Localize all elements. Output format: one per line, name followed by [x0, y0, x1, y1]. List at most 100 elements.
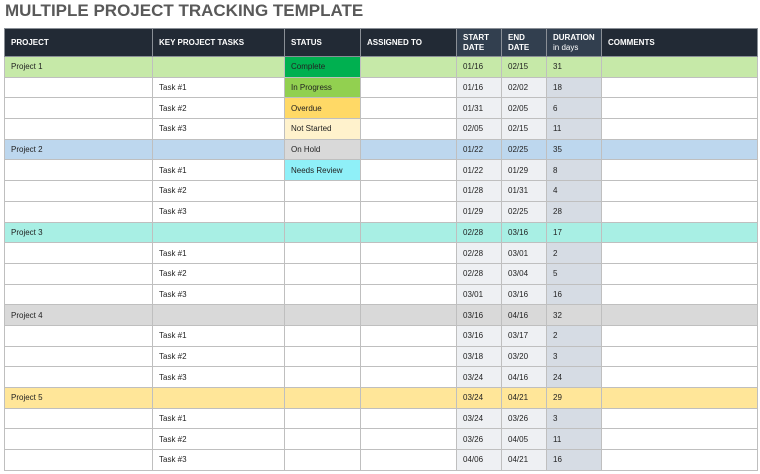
project-row: Project 2 On Hold 01/22 02/25 35	[4, 138, 758, 161]
cell: Task #3	[152, 366, 285, 388]
cell: Task #2	[152, 262, 285, 285]
task-row: Task #2 Overdue 01/31 02/05 6	[4, 97, 758, 120]
table-body: Project 1 Complete 01/16 02/15 31 Task #1 In P…	[4, 56, 758, 471]
cell: 02/15	[501, 56, 547, 78]
cell	[284, 387, 361, 409]
cell	[360, 97, 457, 120]
column-header: STATUS	[284, 28, 361, 57]
cell: 29	[546, 387, 602, 409]
cell: 02/25	[501, 138, 547, 161]
task-row: Task #2 03/26 04/05 11	[4, 428, 758, 451]
cell	[152, 304, 285, 326]
cell: 01/22	[456, 159, 502, 182]
cell: 8	[546, 159, 602, 182]
task-row: Task #1 Needs Review 01/22 01/29 8	[4, 159, 758, 182]
column-header: ASSIGNED TO	[360, 28, 457, 57]
cell: Needs Review	[284, 159, 361, 182]
cell	[601, 242, 758, 264]
cell	[152, 138, 285, 161]
cell: Project 5	[4, 387, 153, 409]
cell: Task #1	[152, 407, 285, 430]
cell	[360, 366, 457, 388]
cell: 02/15	[501, 118, 547, 140]
cell	[284, 180, 361, 202]
cell	[601, 200, 758, 223]
cell: 6	[546, 97, 602, 120]
task-row: Task #3 03/01 03/16 16	[4, 283, 758, 306]
task-row: Task #2 03/18 03/20 3	[4, 345, 758, 368]
tracking-table: PROJECT KEY PROJECT TASKS STATUS ASSIGNED T…	[4, 28, 758, 471]
cell: Task #2	[152, 180, 285, 202]
cell	[284, 262, 361, 285]
cell: Complete	[284, 56, 361, 78]
cell: 03/16	[501, 283, 547, 306]
cell: 24	[546, 366, 602, 388]
cell: 3	[546, 345, 602, 368]
cell: Task #1	[152, 159, 285, 182]
cell: 04/16	[501, 304, 547, 326]
cell: 03/04	[501, 262, 547, 285]
cell	[360, 242, 457, 264]
cell: 31	[546, 56, 602, 78]
cell	[601, 262, 758, 285]
cell: Project 2	[4, 138, 153, 161]
project-row: Project 1 Complete 01/16 02/15 31	[4, 56, 758, 78]
cell: 03/01	[501, 242, 547, 264]
cell	[284, 345, 361, 368]
cell	[284, 407, 361, 430]
cell	[601, 407, 758, 430]
cell	[360, 428, 457, 451]
cell: Not Started	[284, 118, 361, 140]
cell: Task #3	[152, 200, 285, 223]
column-header: DURATION in days	[546, 28, 602, 57]
cell: 02/02	[501, 76, 547, 99]
cell: Task #3	[152, 449, 285, 471]
task-row: Task #2 02/28 03/04 5	[4, 262, 758, 285]
cell: 04/06	[456, 449, 502, 471]
cell	[152, 387, 285, 409]
cell	[284, 304, 361, 326]
task-row: Task #3 Not Started 02/05 02/15 11	[4, 118, 758, 140]
cell: 28	[546, 200, 602, 223]
cell: Project 3	[4, 221, 153, 244]
cell: 11	[546, 118, 602, 140]
cell: 03/16	[456, 324, 502, 347]
task-row: Task #1 03/16 03/17 2	[4, 324, 758, 347]
cell	[4, 345, 153, 368]
cell	[4, 324, 153, 347]
cell	[601, 159, 758, 182]
header-label: STATUS	[291, 38, 322, 47]
cell	[360, 159, 457, 182]
cell	[601, 180, 758, 202]
cell: 01/16	[456, 56, 502, 78]
cell: 03/24	[456, 407, 502, 430]
cell: On Hold	[284, 138, 361, 161]
cell	[601, 387, 758, 409]
cell	[601, 138, 758, 161]
cell	[601, 449, 758, 471]
cell	[284, 200, 361, 223]
cell	[4, 159, 153, 182]
cell: 01/31	[501, 180, 547, 202]
cell: 03/24	[456, 387, 502, 409]
cell: 03/20	[501, 345, 547, 368]
cell: 03/01	[456, 283, 502, 306]
cell	[360, 345, 457, 368]
cell	[4, 76, 153, 99]
cell: In Progress	[284, 76, 361, 99]
cell: 02/05	[456, 118, 502, 140]
cell	[360, 200, 457, 223]
cell: 02/25	[501, 200, 547, 223]
cell: Overdue	[284, 97, 361, 120]
cell	[4, 366, 153, 388]
cell: Task #3	[152, 283, 285, 306]
column-header: KEY PROJECT TASKS	[152, 28, 285, 57]
cell	[4, 428, 153, 451]
cell: Project 4	[4, 304, 153, 326]
cell	[360, 324, 457, 347]
cell	[601, 324, 758, 347]
cell	[601, 304, 758, 326]
cell: 03/26	[501, 407, 547, 430]
cell	[284, 242, 361, 264]
cell: 01/22	[456, 138, 502, 161]
